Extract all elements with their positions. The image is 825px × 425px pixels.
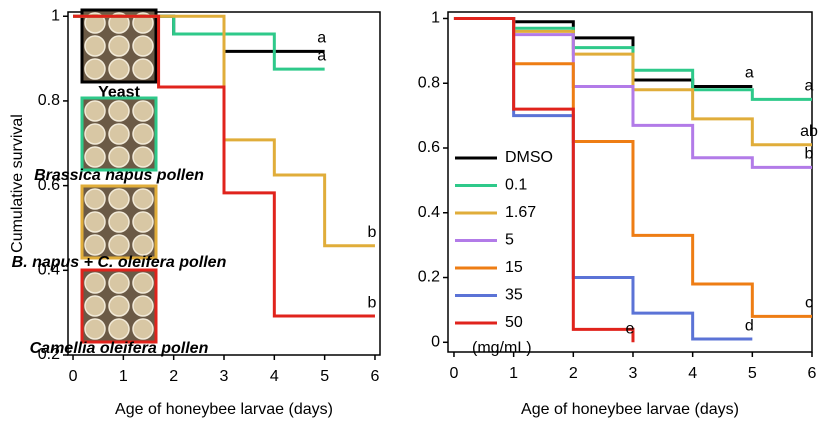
significance-label: b	[805, 146, 814, 163]
significance-label: a	[805, 78, 814, 95]
y-tick-label: 0.8	[38, 92, 60, 109]
photo-well	[132, 318, 154, 340]
x-tick-label: 4	[270, 368, 279, 385]
y-tick-label: 0.2	[38, 346, 60, 363]
x-tick-label: 1	[509, 365, 518, 382]
plot-frame	[447, 11, 813, 353]
photo-well	[108, 272, 130, 294]
significance-label: a	[745, 65, 754, 82]
photo-well	[108, 58, 130, 80]
photo-well	[108, 211, 130, 233]
photo-well	[84, 318, 106, 340]
photo-well	[108, 318, 130, 340]
photo-well	[84, 123, 106, 145]
legend-label: Camellia oleifera pollen	[30, 340, 209, 357]
photo-well	[84, 188, 106, 210]
y-tick-label: 1	[431, 10, 440, 27]
x-tick-label: 6	[371, 368, 380, 385]
legend-label: 50	[505, 314, 523, 331]
legend-label: 5	[505, 232, 514, 249]
photo-well	[108, 234, 130, 256]
photo-well	[132, 211, 154, 233]
photo-well	[108, 35, 130, 57]
y-tick-label: 0.8	[418, 74, 440, 91]
y-tick-label: 0.4	[38, 262, 60, 279]
photo-well	[132, 146, 154, 168]
photo-well	[132, 58, 154, 80]
x-tick-label: 1	[119, 368, 128, 385]
y-tick-label: 0.6	[38, 177, 60, 194]
legend-label: 0.1	[505, 177, 527, 194]
survival-curve	[453, 16, 753, 341]
significance-label: d	[745, 317, 754, 334]
photo-well	[108, 123, 130, 145]
significance-label: a	[317, 30, 326, 47]
photo-well	[84, 35, 106, 57]
photo-well	[84, 211, 106, 233]
survival-curve	[453, 16, 635, 343]
legend-label: DMSO	[505, 149, 553, 166]
significance-label: e	[626, 321, 635, 338]
x-tick-label: 6	[808, 365, 817, 382]
x-tick-label: 3	[220, 368, 229, 385]
photo-well	[132, 100, 154, 122]
significance-label: ab	[800, 123, 818, 140]
photo-well	[84, 12, 106, 34]
photo-well	[108, 146, 130, 168]
significance-label: c	[805, 295, 813, 312]
y-tick-label: 1	[51, 7, 60, 24]
x-tick-label: 4	[688, 365, 697, 382]
survival-curve	[73, 14, 375, 318]
significance-label: a	[317, 47, 326, 64]
y-tick-label: 0.6	[418, 139, 440, 156]
x-tick-label: 2	[569, 365, 578, 382]
survival-curve	[73, 14, 375, 248]
x-tick-label: 5	[748, 365, 757, 382]
photo-well	[84, 146, 106, 168]
photo-well	[132, 35, 154, 57]
legend-label: Brassica napus pollen	[34, 167, 204, 184]
photo-well	[132, 272, 154, 294]
x-axis-label: Age of honeybee larvae (days)	[521, 401, 739, 418]
photo-well	[108, 100, 130, 122]
x-tick-label: 5	[320, 368, 329, 385]
photo-well	[108, 188, 130, 210]
y-tick-label: 0.2	[418, 269, 440, 286]
photo-well	[84, 100, 106, 122]
legend-label: 1.67	[505, 204, 536, 221]
y-tick-label: 0	[431, 334, 440, 351]
photo-well	[108, 295, 130, 317]
photo-well	[132, 234, 154, 256]
x-tick-label: 0	[450, 365, 459, 382]
x-tick-label: 2	[169, 368, 178, 385]
photo-well	[132, 295, 154, 317]
legend-label: 35	[505, 287, 523, 304]
significance-label: b	[368, 294, 377, 311]
photo-well	[132, 12, 154, 34]
x-tick-label: 0	[69, 368, 78, 385]
photo-well	[132, 188, 154, 210]
photo-well	[84, 295, 106, 317]
legend-label: 15	[505, 259, 523, 276]
photo-well	[84, 58, 106, 80]
photo-well	[108, 12, 130, 34]
significance-label: b	[368, 224, 377, 241]
legend-label: B. napus + C. oleifera pollen	[12, 254, 227, 271]
legend-unit: (mg/mL)	[472, 340, 532, 357]
photo-well	[84, 234, 106, 256]
photo-well	[132, 123, 154, 145]
photo-well	[84, 272, 106, 294]
y-axis-label: Cumulative survival	[9, 114, 26, 253]
survival-curve	[453, 16, 753, 88]
x-tick-label: 3	[629, 365, 638, 382]
x-axis-label: Age of honeybee larvae (days)	[115, 401, 333, 418]
y-tick-label: 0.4	[418, 204, 440, 221]
